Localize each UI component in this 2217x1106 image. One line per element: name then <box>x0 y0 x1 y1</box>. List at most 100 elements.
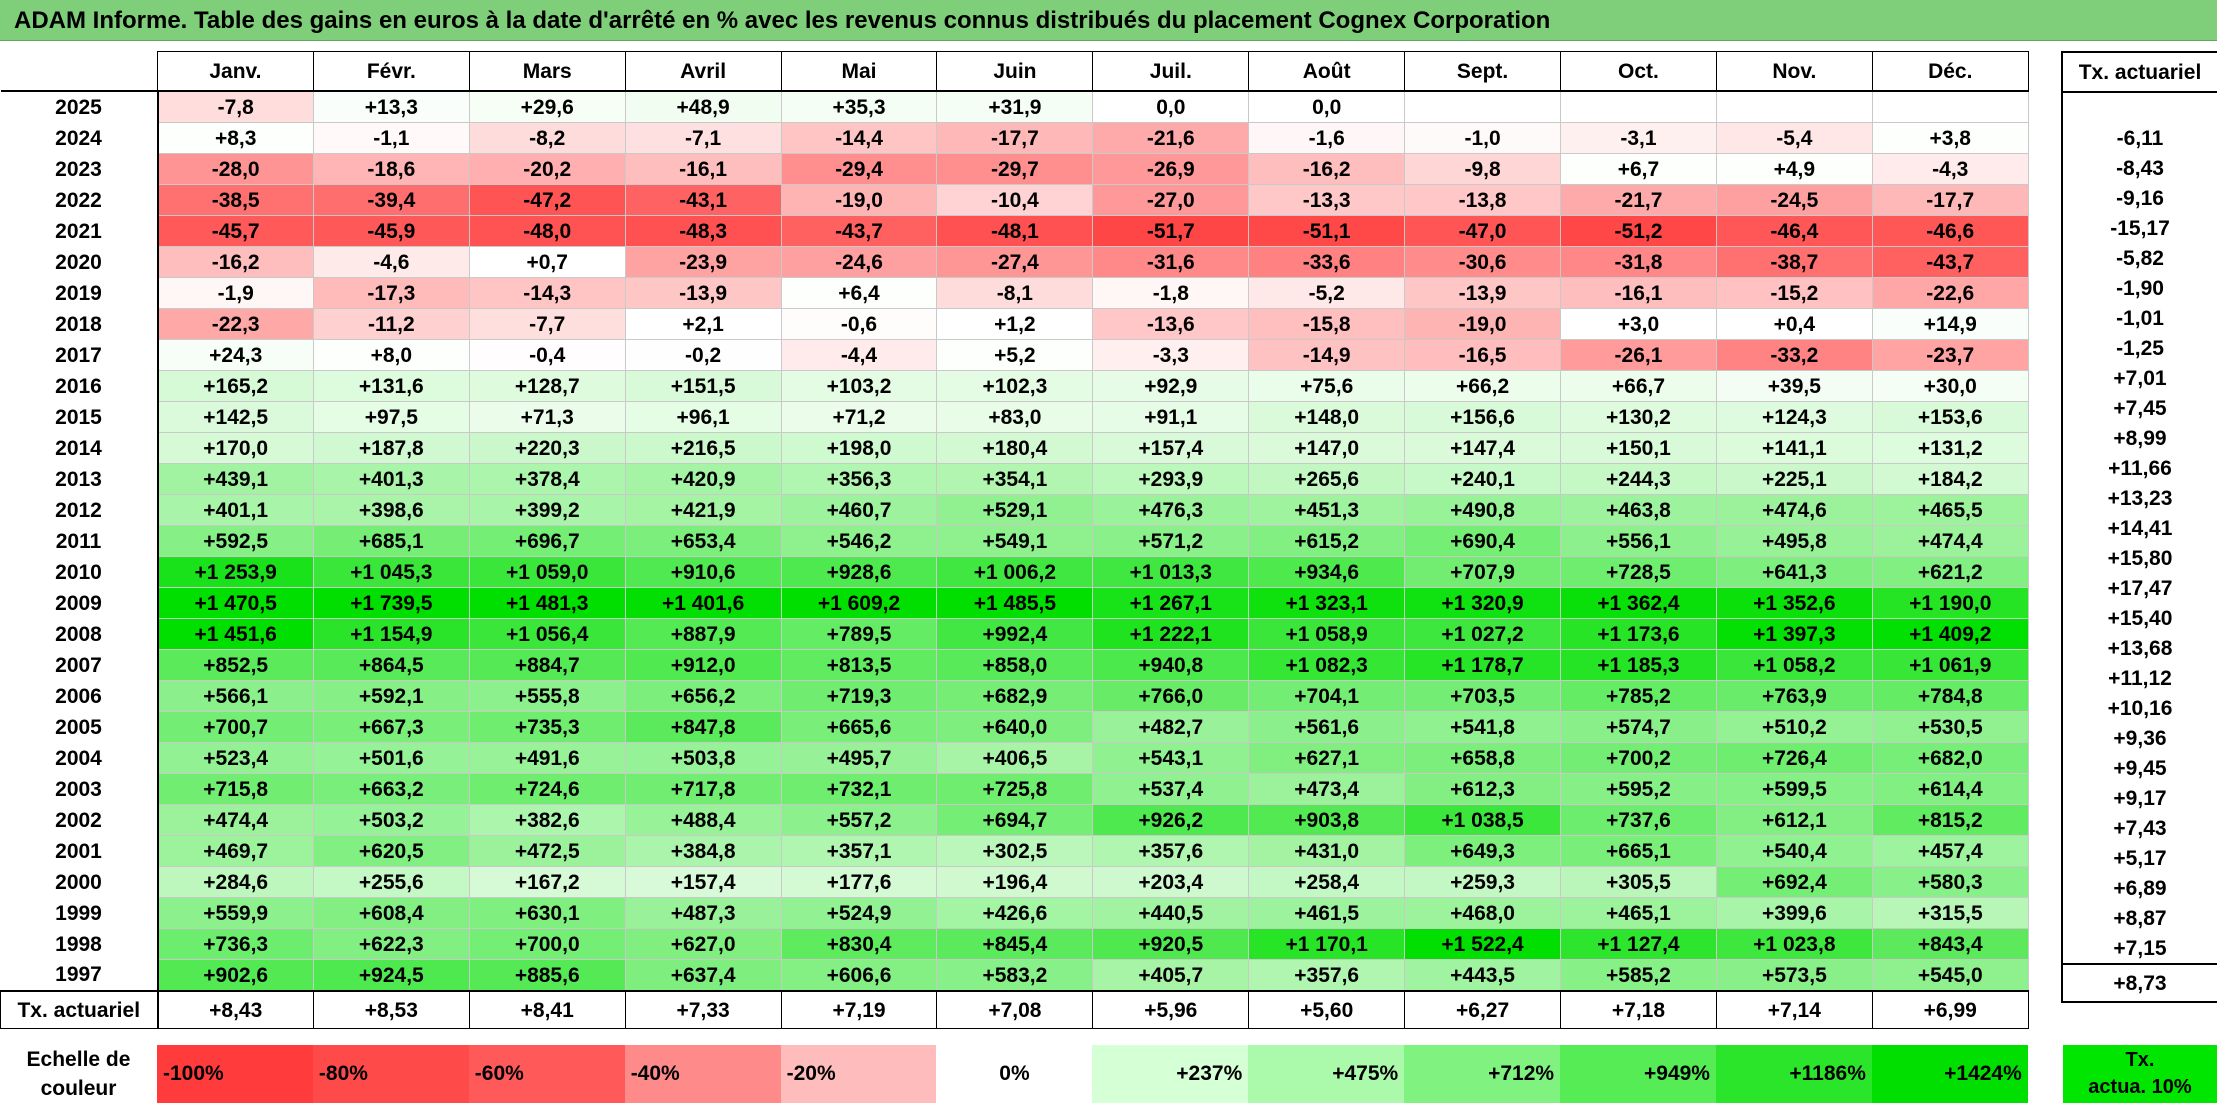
gain-cell: -4,6 <box>312 246 470 278</box>
color-scale-step: 0% <box>936 1045 1093 1103</box>
gain-cell: +685,1 <box>312 525 470 557</box>
gain-cell: +592,1 <box>312 680 470 712</box>
gain-cell: +13,3 <box>312 90 470 123</box>
table-row: 2003 +715,8 +663,2 +724,6 +717,8 +732,1 +725,8… <box>0 773 2029 805</box>
tx-cell: +13,68 <box>2061 633 2217 663</box>
gain-cell: +474,6 <box>1715 494 1873 526</box>
tx-cell: +15,40 <box>2061 603 2217 633</box>
tx-row: +11,66 <box>2061 453 2217 483</box>
gain-cell: -5,4 <box>1715 122 1873 154</box>
year-label: 1998 <box>0 928 159 960</box>
gain-cell: -45,7 <box>157 215 314 247</box>
gain-cell: +573,5 <box>1715 959 1873 992</box>
gain-cell: +426,6 <box>936 897 1094 929</box>
table-row: 2009 +1 470,5 +1 739,5 +1 481,3 +1 401,6 +1 6… <box>0 587 2029 619</box>
gain-cell: +606,6 <box>780 959 938 992</box>
table-row: 1998 +736,3 +622,3 +700,0 +627,0 +830,4 +845,4… <box>0 928 2029 960</box>
gain-cell: +912,0 <box>624 649 782 681</box>
gain-cell: +1 178,7 <box>1404 649 1562 681</box>
gain-cell: -31,6 <box>1092 246 1250 278</box>
gain-cell: +608,4 <box>312 897 470 929</box>
table-row: 2011 +592,5 +685,1 +696,7 +653,4 +546,2 +549,1… <box>0 525 2029 557</box>
gain-cell: +663,2 <box>312 773 470 805</box>
gain-cell: +440,5 <box>1092 897 1250 929</box>
gain-cell: +151,5 <box>624 370 782 402</box>
gain-cell: +468,0 <box>1404 897 1562 929</box>
gain-cell: +203,4 <box>1092 866 1250 898</box>
tx-actuariel-table: Tx. actuariel -6,11 -8,43 -9,16 -15,17 -5,82… <box>2061 51 2217 1003</box>
tx-cell: +7,43 <box>2061 813 2217 843</box>
gain-cell: +621,2 <box>1871 556 2029 588</box>
gain-cell: +157,4 <box>1092 432 1250 464</box>
gain-cell: +1 352,6 <box>1715 587 1873 619</box>
table-row: 2004 +523,4 +501,6 +491,6 +503,8 +495,7 +406,5… <box>0 742 2029 774</box>
gain-cell: +665,1 <box>1560 835 1717 867</box>
tx-row: -5,82 <box>2061 243 2217 273</box>
gain-cell: +180,4 <box>936 432 1094 464</box>
gain-cell: -51,2 <box>1560 215 1717 247</box>
gain-cell: +549,1 <box>936 525 1094 557</box>
gain-cell: -19,0 <box>780 184 938 216</box>
year-label: 2017 <box>0 339 159 371</box>
gain-cell: +401,1 <box>157 494 314 526</box>
tx-row <box>2061 92 2217 123</box>
footer-value: +8,41 <box>468 990 626 1029</box>
gain-cell: +1 006,2 <box>936 556 1094 588</box>
gain-cell: -22,3 <box>157 308 314 340</box>
gain-cell: +130,2 <box>1560 401 1717 433</box>
tx-cell: -1,01 <box>2061 303 2217 333</box>
gain-cell: +653,4 <box>624 525 782 557</box>
gain-cell: -29,4 <box>780 153 938 185</box>
tx-row: +8,99 <box>2061 423 2217 453</box>
color-scale-step: -20% <box>780 1045 937 1103</box>
gain-cell: -16,1 <box>1560 277 1717 309</box>
gain-cell: -1,6 <box>1248 122 1406 154</box>
gain-cell: -51,1 <box>1248 215 1406 247</box>
gain-cell: -39,4 <box>312 184 470 216</box>
color-scale-step: +949% <box>1560 1045 1716 1103</box>
color-scale-step: -40% <box>624 1045 781 1103</box>
gain-cell: +198,0 <box>780 432 938 464</box>
gain-cell: -13,9 <box>624 277 782 309</box>
gain-cell: -15,8 <box>1248 308 1406 340</box>
gain-cell: -10,4 <box>936 184 1094 216</box>
gain-cell: -21,7 <box>1560 184 1717 216</box>
table-row: 2020 -16,2 -4,6 +0,7 -23,9 -24,6 -27,4 -31,6 -33… <box>0 246 2029 278</box>
gain-cell: +845,4 <box>936 928 1094 960</box>
gain-cell: +541,8 <box>1404 711 1562 743</box>
month-header: Janv. <box>157 51 314 92</box>
year-label: 2008 <box>0 618 159 650</box>
tx-row: +8,87 <box>2061 903 2217 933</box>
gain-cell: +216,5 <box>624 432 782 464</box>
gain-cell: +1 222,1 <box>1092 618 1250 650</box>
gain-cell: -33,6 <box>1248 246 1406 278</box>
table-row: 1999 +559,9 +608,4 +630,1 +487,3 +524,9 +426,6… <box>0 897 2029 929</box>
table-row: 2013 +439,1 +401,3 +378,4 +420,9 +356,3 +354,1… <box>0 463 2029 495</box>
gain-cell: +1 481,3 <box>468 587 626 619</box>
color-scale-step: +237% <box>1092 1045 1249 1103</box>
color-scale-step: +475% <box>1248 1045 1405 1103</box>
gain-cell: +141,1 <box>1715 432 1873 464</box>
gain-cell: +1 045,3 <box>312 556 470 588</box>
gain-cell: +843,4 <box>1871 928 2029 960</box>
color-scale-step: -60% <box>468 1045 625 1103</box>
gain-cell: +4,9 <box>1715 153 1873 185</box>
footer-value: +6,27 <box>1404 990 1562 1029</box>
gain-cell: +75,6 <box>1248 370 1406 402</box>
gain-cell: +735,3 <box>468 711 626 743</box>
gain-cell: +700,2 <box>1560 742 1717 774</box>
gain-cell: +443,5 <box>1404 959 1562 992</box>
gain-cell: +29,6 <box>468 90 626 123</box>
gain-cell: +1 061,9 <box>1871 649 2029 681</box>
gain-cell: +715,8 <box>157 773 314 805</box>
month-header: Mai <box>780 51 938 92</box>
gain-cell: +482,7 <box>1092 711 1250 743</box>
footer-value: +7,33 <box>624 990 782 1029</box>
gain-cell: +240,1 <box>1404 463 1562 495</box>
table-row: 2005 +700,7 +667,3 +735,3 +847,8 +665,6 +640,0… <box>0 711 2029 743</box>
gain-cell: +491,6 <box>468 742 626 774</box>
color-scale-step: +1186% <box>1716 1045 1872 1103</box>
gain-cell: -45,9 <box>312 215 470 247</box>
gain-cell: +864,5 <box>312 649 470 681</box>
gain-cell: +451,3 <box>1248 494 1406 526</box>
